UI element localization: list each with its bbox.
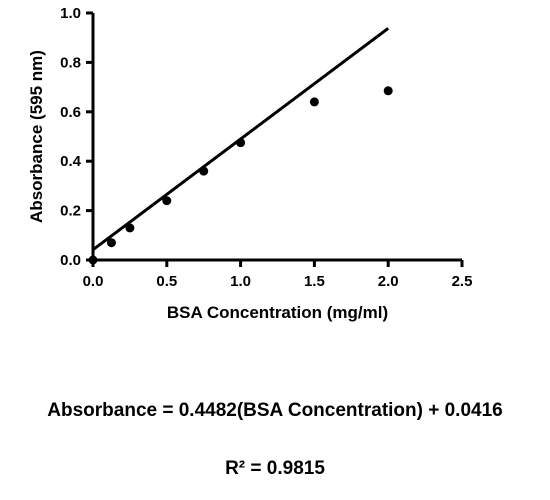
x-tick-label: 0.0 — [83, 273, 104, 290]
y-tick-label: 0.4 — [60, 153, 82, 170]
x-axis-title: BSA Concentration (mg/ml) — [167, 303, 388, 322]
data-point — [88, 255, 98, 265]
data-point — [162, 196, 172, 206]
chart: 0.0 0.5 1.0 1.5 2.0 2.5 0.0 0.2 0.4 0.6 0.8 1.0 BS… — [27, 5, 473, 322]
y-tick-label: 0.8 — [60, 54, 81, 71]
x-axis: 0.0 0.5 1.0 1.5 2.0 2.5 — [83, 258, 473, 290]
data-point — [309, 97, 319, 107]
data-points — [88, 86, 393, 265]
x-tick-label: 1.0 — [230, 273, 251, 290]
y-tick-label: 0.0 — [60, 252, 81, 269]
data-point — [236, 138, 246, 148]
x-tick-label: 0.5 — [156, 273, 177, 290]
data-point — [106, 238, 116, 248]
y-tick-label: 0.6 — [60, 104, 81, 121]
regression-equation: Absorbance = 0.4482(BSA Concentration) +… — [47, 400, 503, 421]
x-tick-label: 1.5 — [304, 273, 325, 290]
y-tick-label: 0.2 — [60, 203, 81, 220]
data-point — [125, 223, 135, 233]
r-squared: R² = 0.9815 — [225, 458, 325, 479]
x-tick-label: 2.0 — [378, 273, 399, 290]
data-point — [383, 86, 393, 96]
y-axis: 0.0 0.2 0.4 0.6 0.8 1.0 — [60, 5, 95, 269]
y-tick-label: 1.0 — [60, 5, 81, 22]
y-axis-title: Absorbance (595 nm) — [27, 50, 46, 223]
data-point — [199, 166, 209, 176]
x-tick-label: 2.5 — [452, 273, 473, 290]
